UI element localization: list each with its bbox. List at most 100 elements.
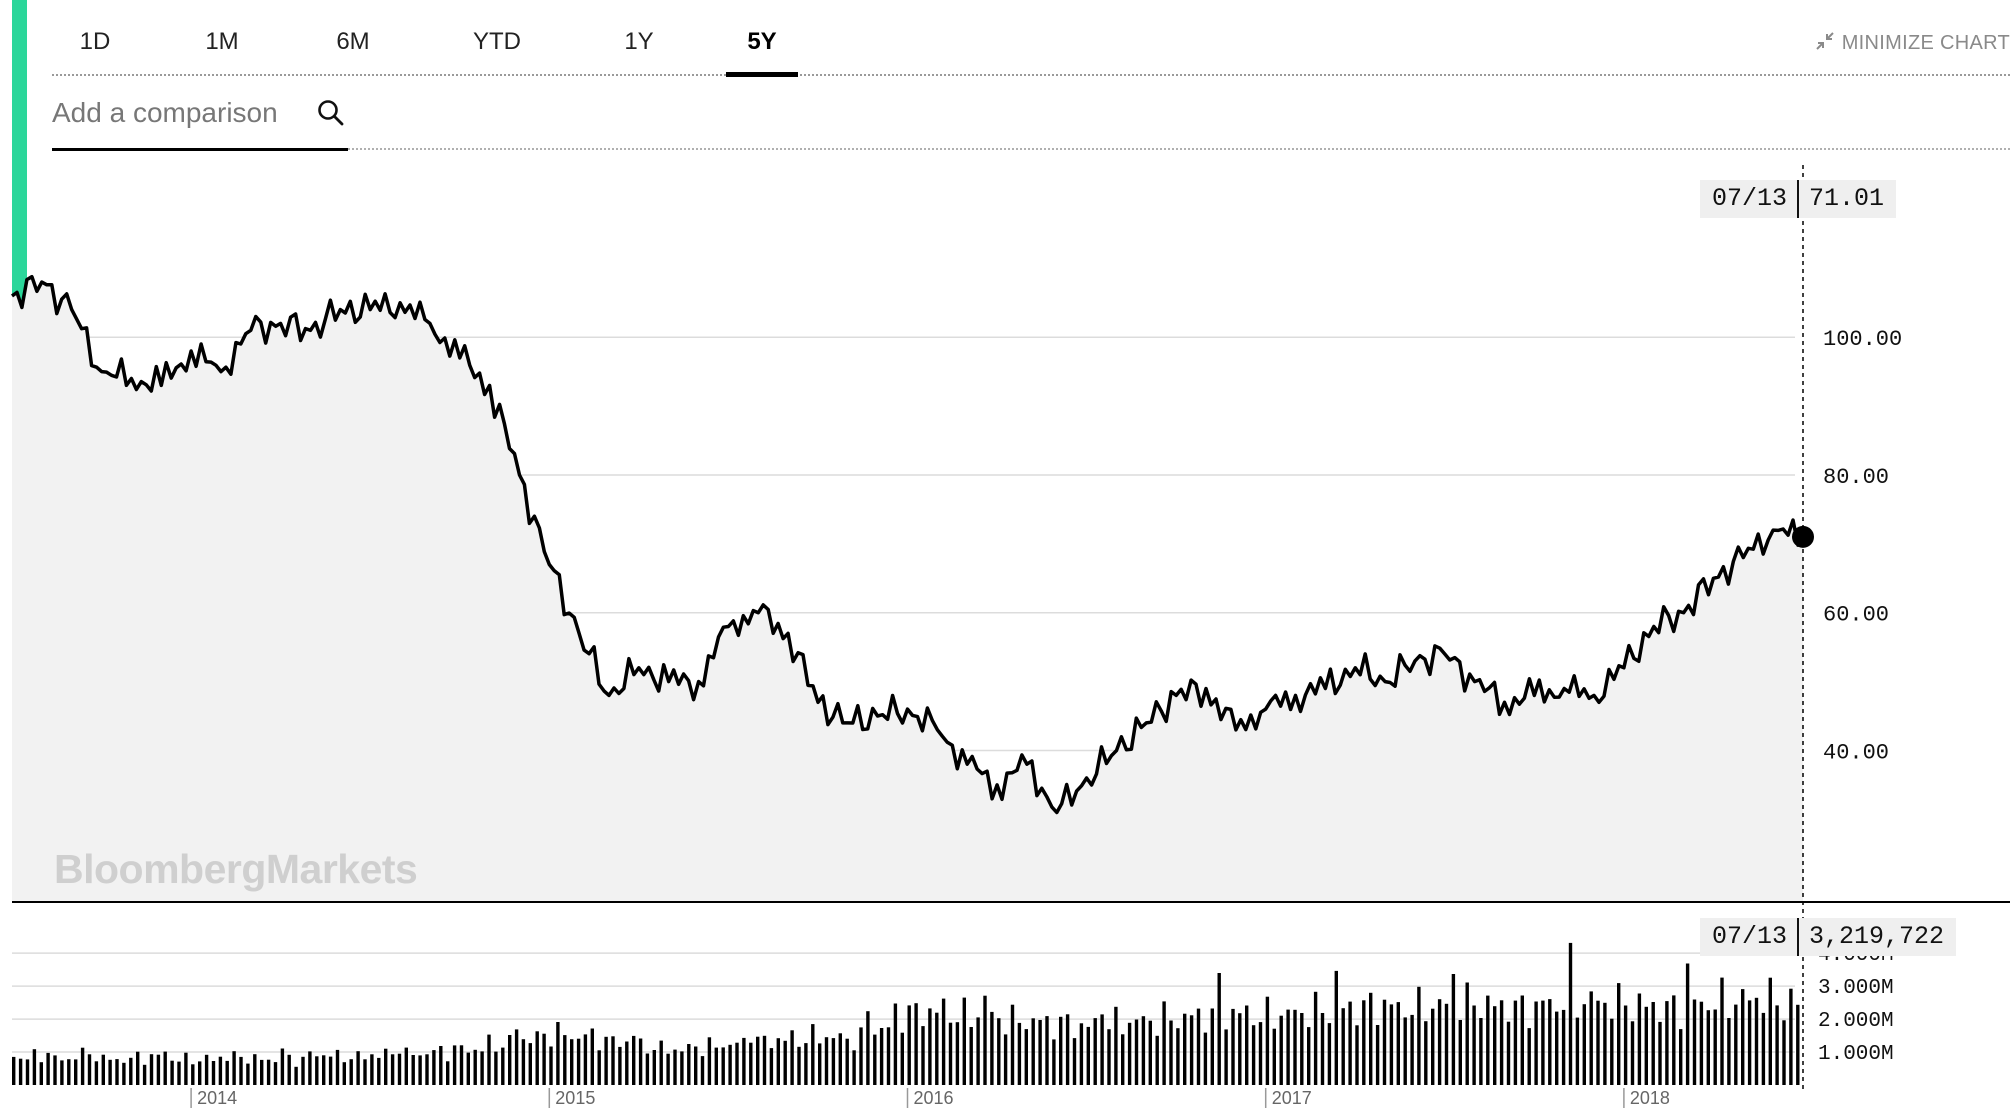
volume-bar bbox=[53, 1055, 57, 1085]
tab-1d[interactable]: 1D bbox=[79, 28, 111, 55]
volume-bar bbox=[549, 1046, 553, 1085]
volume-bar bbox=[776, 1038, 780, 1085]
volume-bar bbox=[528, 1043, 532, 1085]
volume-bar bbox=[266, 1059, 271, 1085]
volume-bar bbox=[790, 1030, 794, 1085]
volume-bar bbox=[769, 1048, 774, 1085]
volume-bar bbox=[611, 1036, 615, 1085]
time-axis: 2014 2015 2016 2017 2018 bbox=[190, 1088, 1670, 1108]
volume-bar bbox=[1396, 1002, 1400, 1085]
volume-bar bbox=[184, 1052, 188, 1085]
volume-bar bbox=[397, 1053, 402, 1085]
volume-bar bbox=[1410, 1014, 1414, 1085]
volume-bar bbox=[907, 1005, 911, 1085]
volume-bar bbox=[1548, 999, 1552, 1085]
volume-bar bbox=[156, 1054, 161, 1085]
volume-bar bbox=[308, 1051, 312, 1085]
volume-bar bbox=[590, 1028, 594, 1085]
volume-bar bbox=[1134, 1019, 1139, 1085]
volume-bar bbox=[556, 1022, 560, 1085]
volume-bar bbox=[597, 1050, 601, 1085]
search-icon[interactable] bbox=[316, 98, 346, 128]
volume-bar bbox=[866, 1011, 870, 1085]
volume-tick-label: 3.000M bbox=[1818, 977, 1894, 1000]
tab-6m[interactable]: 6M bbox=[336, 28, 370, 55]
tab-ytd[interactable]: YTD bbox=[473, 28, 521, 55]
volume-bar bbox=[576, 1038, 581, 1085]
volume-bar bbox=[645, 1053, 650, 1085]
volume-bar bbox=[108, 1059, 112, 1085]
volume-bar bbox=[432, 1050, 436, 1085]
volume-bar bbox=[87, 1054, 92, 1085]
volume-bar bbox=[1741, 989, 1745, 1085]
volume-bar bbox=[1369, 992, 1373, 1085]
volume-bar bbox=[983, 995, 987, 1085]
volume-bar bbox=[1506, 1021, 1511, 1085]
volume-bar bbox=[1183, 1013, 1187, 1085]
volume-bar bbox=[831, 1038, 836, 1085]
volume-bar bbox=[149, 1054, 154, 1085]
volume-bar bbox=[459, 1045, 464, 1085]
volume-bar bbox=[1685, 963, 1690, 1085]
volume-bar bbox=[1623, 1005, 1628, 1085]
volume-bar bbox=[886, 1027, 891, 1085]
tab-5y[interactable]: 5Y bbox=[726, 28, 798, 77]
volume-bar bbox=[115, 1059, 119, 1085]
volume-bar bbox=[1059, 1016, 1063, 1085]
volume-bar bbox=[60, 1060, 64, 1085]
volume-bar bbox=[446, 1061, 450, 1085]
year-tick-label: 2016 bbox=[914, 1088, 954, 1108]
volume-bar bbox=[301, 1056, 305, 1085]
volume-bar bbox=[1224, 1029, 1228, 1085]
comparison-input[interactable] bbox=[52, 88, 302, 138]
volume-bar bbox=[1561, 1009, 1566, 1085]
volume-bar bbox=[707, 1037, 712, 1085]
tab-1y[interactable]: 1Y bbox=[624, 28, 654, 55]
volume-bar bbox=[122, 1062, 126, 1085]
volume-bar bbox=[94, 1061, 99, 1085]
volume-bar bbox=[1789, 988, 1793, 1085]
volume-bar bbox=[1313, 991, 1318, 1085]
volume-bar bbox=[859, 1027, 863, 1085]
last-price-marker[interactable] bbox=[1792, 525, 1814, 548]
price-tick-label: 40.00 bbox=[1823, 740, 1889, 765]
volume-bar bbox=[1210, 1008, 1214, 1085]
volume-bar bbox=[1148, 1020, 1152, 1085]
volume-bar bbox=[1238, 1013, 1242, 1085]
volume-bar bbox=[487, 1034, 491, 1085]
volume-bar bbox=[1079, 1023, 1084, 1085]
volume-bar bbox=[1320, 1013, 1325, 1085]
volume-bar bbox=[1065, 1014, 1070, 1085]
volume-bar bbox=[694, 1046, 698, 1085]
volume-bar bbox=[508, 1035, 512, 1085]
volume-bar bbox=[1479, 1018, 1483, 1085]
volume-bar bbox=[1761, 1012, 1766, 1085]
tab-1m[interactable]: 1M bbox=[205, 28, 239, 55]
volume-bar bbox=[1341, 1008, 1345, 1085]
volume-bar bbox=[218, 1056, 223, 1085]
volume-bar bbox=[1692, 999, 1697, 1085]
volume-bar bbox=[1499, 1000, 1504, 1085]
volume-bar bbox=[1052, 1039, 1056, 1085]
volume-bar bbox=[363, 1059, 367, 1085]
minimize-chart-label: MINIMIZE CHART bbox=[1841, 32, 2010, 54]
volume-bar bbox=[1424, 1021, 1428, 1085]
volume-bar bbox=[439, 1046, 443, 1085]
volume-bar bbox=[1231, 1008, 1235, 1085]
volume-bar bbox=[404, 1047, 408, 1085]
volume-bar bbox=[783, 1040, 787, 1085]
minimize-chart-button[interactable]: MINIMIZE CHART bbox=[1814, 30, 2010, 55]
volume-bar bbox=[411, 1055, 415, 1085]
volume-bar bbox=[280, 1048, 285, 1085]
volume-bar bbox=[294, 1066, 298, 1085]
volume-bar bbox=[101, 1054, 105, 1085]
volume-bar bbox=[370, 1054, 374, 1085]
volume-bar bbox=[742, 1037, 746, 1085]
volume-bar bbox=[1072, 1038, 1077, 1085]
volume-bar bbox=[191, 1064, 195, 1085]
volume-bar bbox=[1279, 1015, 1283, 1085]
volume-bar bbox=[521, 1039, 526, 1085]
volume-bar bbox=[583, 1034, 588, 1085]
volume-bar bbox=[246, 1063, 250, 1085]
volume-bar bbox=[1307, 1027, 1311, 1085]
